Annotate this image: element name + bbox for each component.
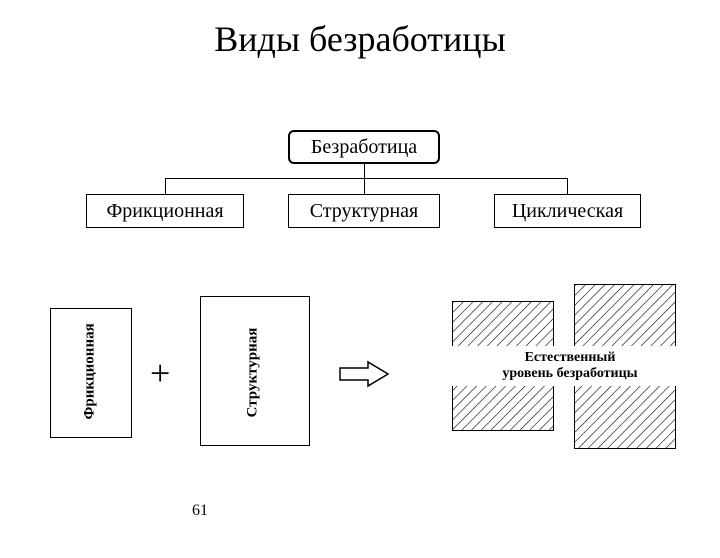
plus-operator: + (150, 352, 170, 394)
arrow-icon (338, 360, 390, 388)
tree-child-cyclical: Циклическая (494, 194, 641, 228)
connector (165, 178, 567, 179)
connector (364, 164, 365, 178)
structural-box-label: Структурная (245, 328, 262, 418)
result-label: Естественный уровень безработицы (460, 350, 680, 382)
tree-child-structural: Структурная (288, 194, 440, 228)
tree-root: Безработица (288, 130, 440, 164)
tree-child-frictional: Фрикционная (86, 194, 244, 228)
result-line2: уровень безработицы (502, 366, 637, 381)
result-line1: Естественный (525, 350, 616, 365)
page-title: Виды безработицы (0, 18, 720, 60)
page-number: 61 (192, 502, 208, 520)
connector (567, 178, 568, 194)
connector (165, 178, 166, 194)
friction-box-label: Фрикционная (82, 330, 99, 420)
connector (364, 178, 365, 194)
